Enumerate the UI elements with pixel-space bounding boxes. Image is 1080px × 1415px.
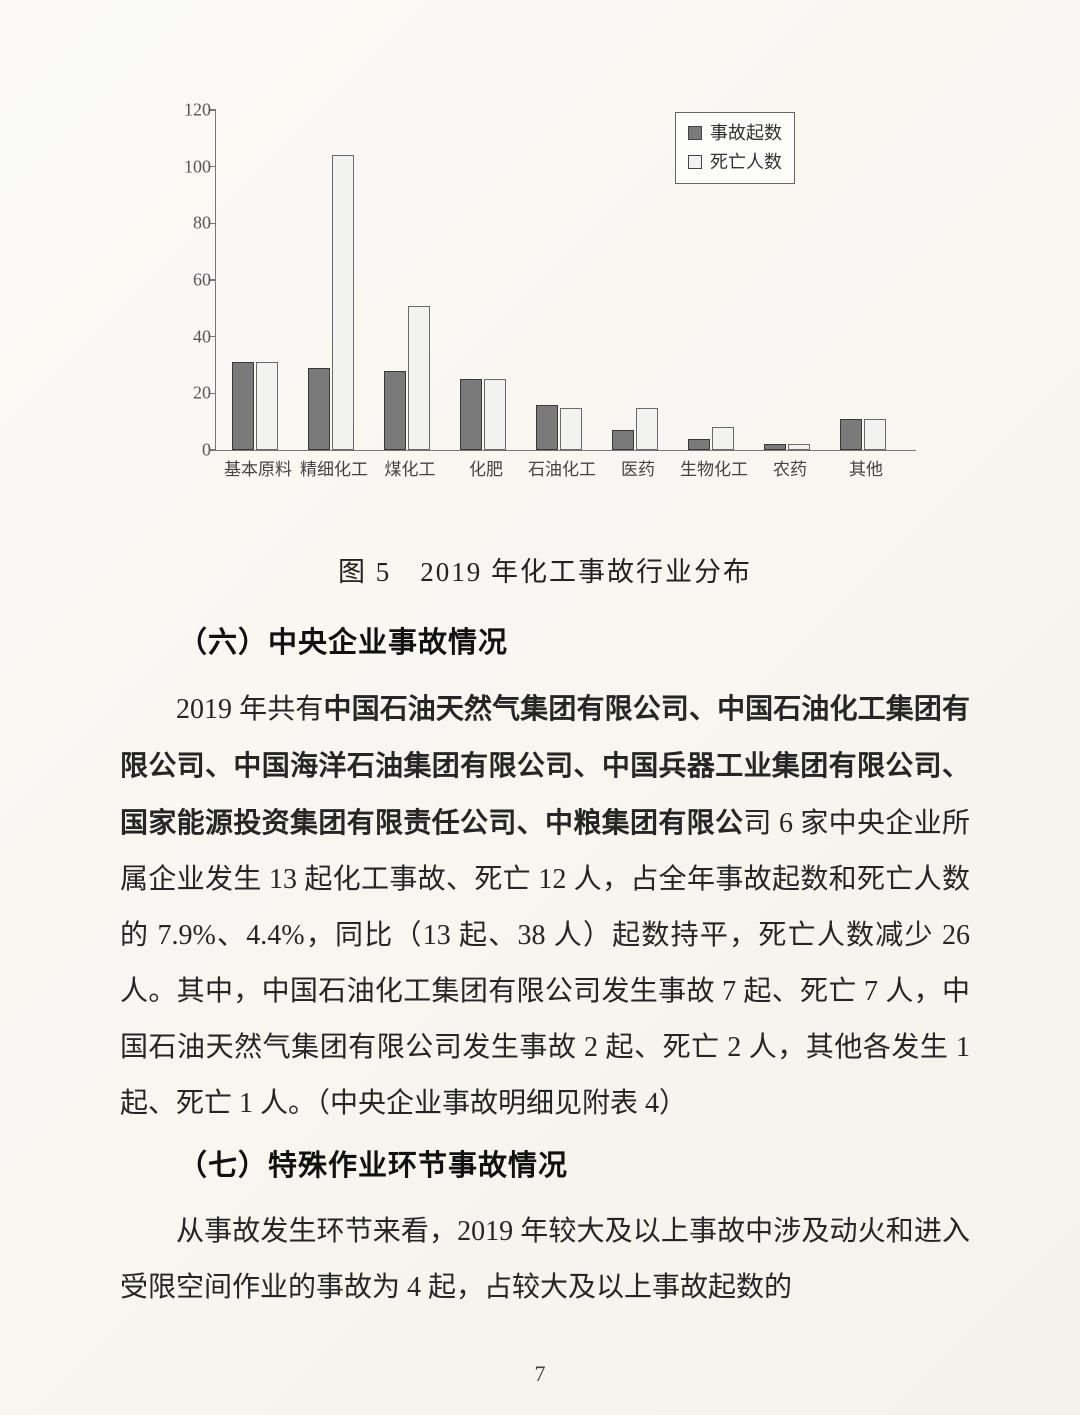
document-page: 0 20 40 60 80 100 120 基本原料精细化工煤化工化肥石油化工医药生物化工农药… — [0, 0, 1080, 1415]
legend-item: 事故起数 — [688, 119, 782, 148]
y-tick-label: 120 — [171, 100, 211, 121]
para6-lead: 2019 年共有 — [176, 694, 323, 725]
paragraph-7: 从事故发生环节来看，2019 年较大及以上事故中涉及动火和进入受限空间作业的事故… — [120, 1204, 970, 1316]
bar-accidents — [840, 419, 862, 450]
x-category-label: 化肥 — [448, 455, 524, 480]
legend-item: 死亡人数 — [688, 148, 782, 177]
y-tick-mark — [210, 109, 216, 111]
legend-label: 事故起数 — [710, 119, 782, 148]
x-category-label: 精细化工 — [296, 455, 372, 480]
bar-accidents — [384, 371, 406, 450]
para6-tail: 司 6 家中央企业所属企业发生 13 起化工事故、死亡 12 人，占全年事故起数… — [120, 808, 970, 1119]
bar-deaths — [484, 379, 506, 450]
bar-accidents — [612, 430, 634, 450]
bar-deaths — [408, 306, 430, 451]
bar-deaths — [712, 427, 734, 450]
y-tick-mark — [210, 449, 216, 451]
section-heading-7: （七）特殊作业环节事故情况 — [120, 1142, 970, 1184]
x-category-label: 基本原料 — [220, 455, 296, 480]
y-tick-mark — [210, 166, 216, 168]
x-category-label: 其他 — [828, 455, 904, 480]
x-category-label: 煤化工 — [372, 455, 448, 480]
y-tick-mark — [210, 279, 216, 281]
y-tick-label: 0 — [171, 440, 211, 461]
bar-deaths — [560, 408, 582, 451]
page-number: 7 — [0, 1361, 1080, 1387]
x-category-label: 农药 — [752, 455, 828, 480]
bar-deaths — [636, 408, 658, 451]
bar-accidents — [688, 439, 710, 450]
legend-swatch — [688, 155, 702, 169]
bar-accidents — [232, 362, 254, 450]
legend-label: 死亡人数 — [710, 148, 782, 177]
y-tick-label: 60 — [171, 270, 211, 291]
y-tick-mark — [210, 336, 216, 338]
x-category-label: 医药 — [600, 455, 676, 480]
bar-deaths — [864, 419, 886, 450]
y-tick-label: 40 — [171, 326, 211, 347]
y-tick-label: 80 — [171, 213, 211, 234]
chart-legend: 事故起数死亡人数 — [675, 112, 795, 184]
paragraph-6: 2019 年共有中国石油天然气集团有限公司、中国石油化工集团有限公司、中国海洋石… — [120, 681, 970, 1132]
y-tick-label: 20 — [171, 383, 211, 404]
bar-accidents — [460, 379, 482, 450]
bar-accidents — [308, 368, 330, 450]
bar-deaths — [788, 444, 810, 450]
y-tick-label: 100 — [171, 156, 211, 177]
y-tick-mark — [210, 393, 216, 395]
x-category-label: 石油化工 — [524, 455, 600, 480]
bar-accidents — [536, 405, 558, 450]
chart-caption: 图 5 2019 年化工事故行业分布 — [120, 550, 970, 589]
y-tick-mark — [210, 223, 216, 225]
bar-deaths — [332, 155, 354, 450]
chart-plot-area: 020406080100120基本原料精细化工煤化工化肥石油化工医药生物化工农药… — [215, 110, 916, 451]
bar-accidents — [764, 444, 786, 450]
bar-deaths — [256, 362, 278, 450]
section-heading-6: （六）中央企业事故情况 — [120, 619, 970, 661]
x-category-label: 生物化工 — [676, 455, 752, 480]
industry-distribution-chart: 0 20 40 60 80 100 120 基本原料精细化工煤化工化肥石油化工医药生物化工农药… — [145, 100, 945, 520]
legend-swatch — [688, 126, 702, 140]
